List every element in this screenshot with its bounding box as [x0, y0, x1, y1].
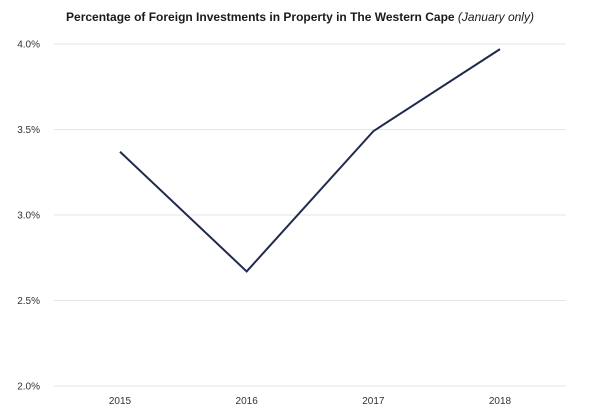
series-line: [119, 48, 501, 273]
y-tick-label: 3.0%: [17, 211, 40, 222]
y-tick-label: 2.5%: [17, 296, 40, 307]
chart-title: Percentage of Foreign Investments in Pro…: [0, 10, 600, 24]
chart-title-main: Percentage of Foreign Investments in Pro…: [66, 10, 455, 24]
y-tick-label: 4.0%: [17, 40, 40, 51]
gridlines: [54, 43, 566, 387]
series-layer: [119, 48, 501, 273]
x-tick-label: 2017: [362, 396, 385, 407]
x-tick-label: 2018: [489, 396, 512, 407]
chart-title-note: (January only): [457, 10, 534, 24]
x-tick-label: 2016: [236, 396, 259, 407]
y-tick-label: 2.0%: [17, 382, 40, 393]
x-axis: 2015 2016 2017 2018: [109, 396, 512, 407]
x-tick-label: 2015: [109, 396, 132, 407]
y-tick-label: 3.5%: [17, 125, 40, 136]
y-axis: 2.0% 2.5% 3.0% 3.5% 4.0%: [17, 40, 40, 393]
